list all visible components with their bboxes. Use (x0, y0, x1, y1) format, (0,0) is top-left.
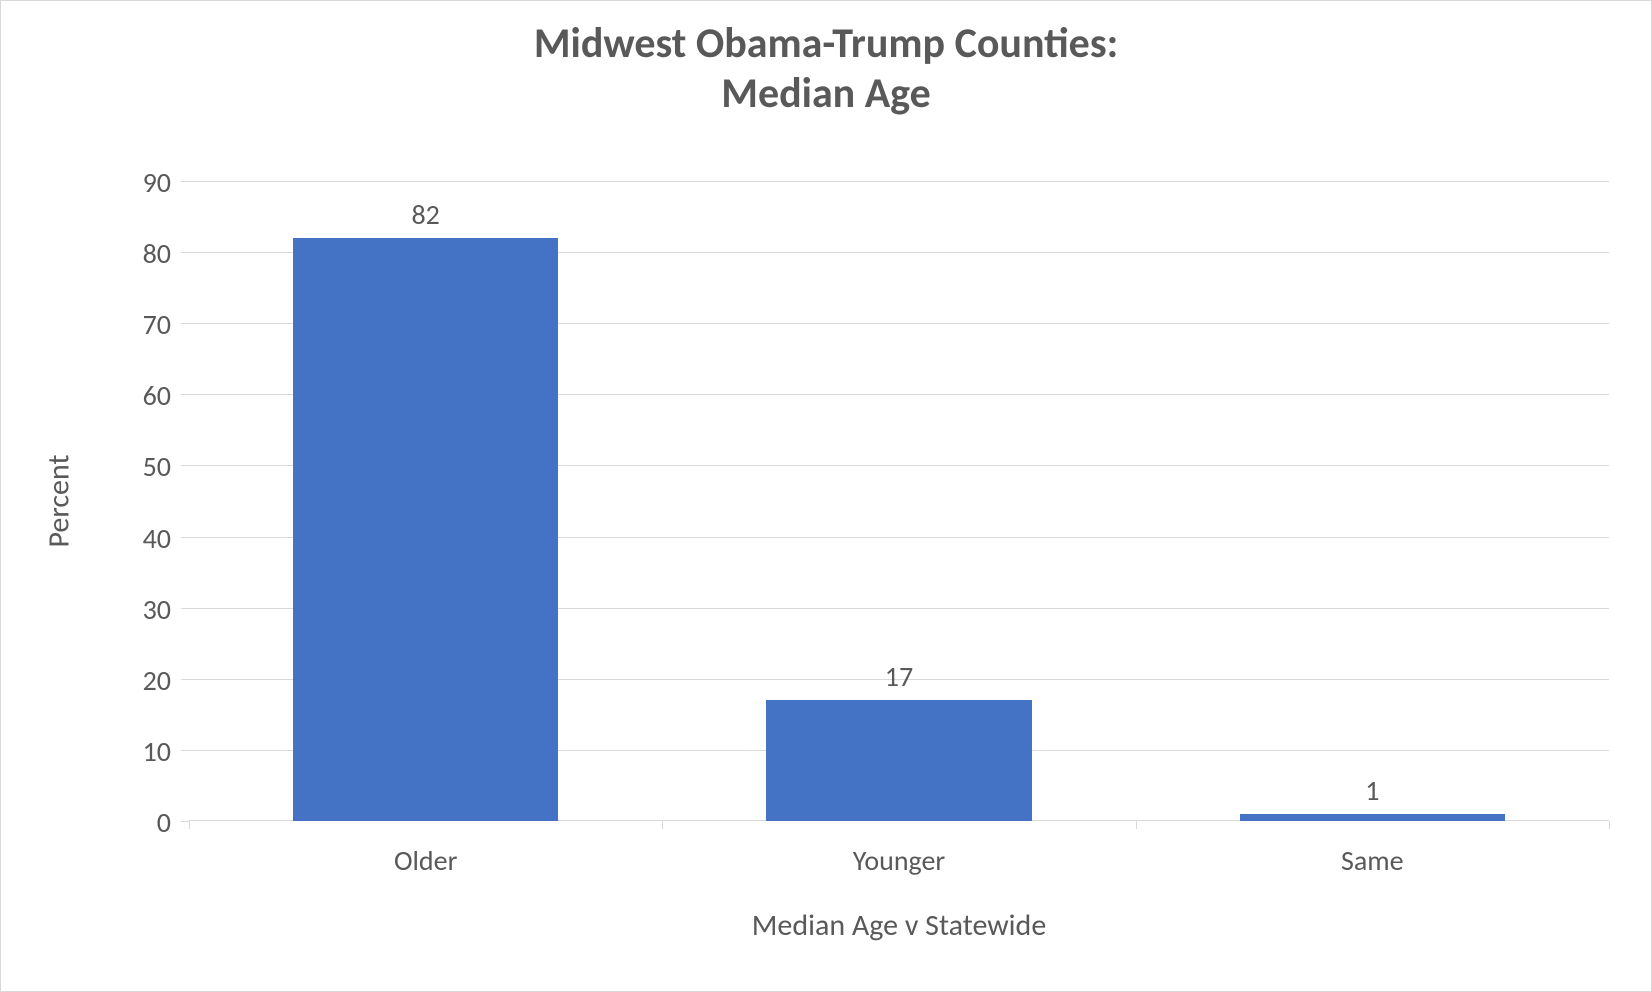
plot-area: Percent 010203040506070809082Older17Youn… (189, 181, 1609, 821)
y-tick-mark (181, 465, 189, 466)
y-tick-label: 60 (111, 378, 171, 413)
y-tick-mark (181, 821, 189, 822)
y-tick-mark (181, 181, 189, 182)
y-tick-mark (181, 608, 189, 609)
x-axis-title: Median Age v Statewide (189, 907, 1609, 944)
bar (766, 700, 1031, 821)
bar (1240, 814, 1505, 821)
plot-rectangle: 010203040506070809082Older17Younger1Same (189, 181, 1609, 821)
x-tick-mark (189, 821, 190, 829)
y-tick-label: 70 (111, 307, 171, 342)
data-label: 1 (1136, 773, 1609, 808)
x-tick-mark (662, 821, 663, 829)
y-tick-mark (181, 750, 189, 751)
y-tick-mark (181, 679, 189, 680)
chart-container: Midwest Obama-Trump Counties: Median Age… (0, 0, 1652, 992)
y-tick-mark (181, 394, 189, 395)
y-tick-label: 10 (111, 734, 171, 769)
category-label: Same (1136, 843, 1609, 878)
x-tick-mark (1609, 821, 1610, 829)
y-tick-label: 0 (111, 805, 171, 840)
y-tick-label: 30 (111, 592, 171, 627)
data-label: 82 (189, 197, 662, 232)
y-axis-title: Percent (41, 455, 78, 548)
y-tick-mark (181, 537, 189, 538)
data-label: 17 (662, 659, 1135, 694)
chart-title: Midwest Obama-Trump Counties: Median Age (1, 1, 1651, 120)
y-tick-mark (181, 252, 189, 253)
category-label: Older (189, 843, 662, 878)
y-tick-mark (181, 323, 189, 324)
chart-title-line2: Median Age (1, 69, 1651, 119)
bar (293, 238, 558, 821)
gridline (189, 181, 1609, 182)
x-tick-mark (1136, 821, 1137, 829)
y-tick-label: 90 (111, 165, 171, 200)
chart-title-line1: Midwest Obama-Trump Counties: (1, 19, 1651, 69)
category-label: Younger (662, 843, 1135, 878)
y-tick-label: 40 (111, 521, 171, 556)
y-tick-label: 50 (111, 449, 171, 484)
y-tick-label: 20 (111, 663, 171, 698)
y-tick-label: 80 (111, 236, 171, 271)
